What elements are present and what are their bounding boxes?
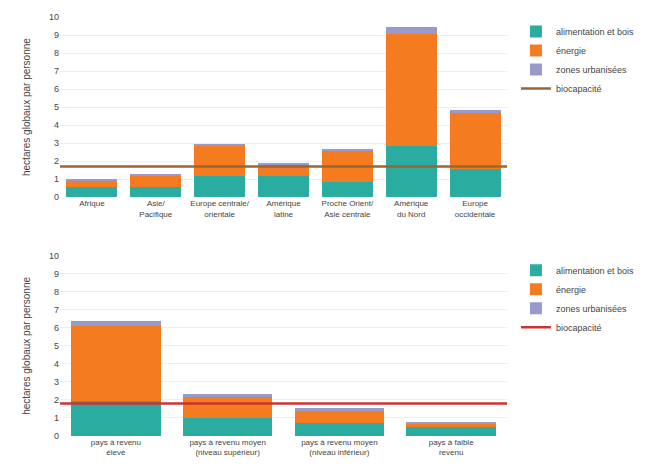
svg-text:zones urbanisées: zones urbanisées xyxy=(556,304,627,314)
svg-text:pays à revenuélevé: pays à revenuélevé xyxy=(91,438,141,457)
svg-text:10: 10 xyxy=(49,12,59,22)
svg-text:6: 6 xyxy=(54,84,59,94)
svg-text:Asie/Pacifique: Asie/Pacifique xyxy=(139,199,172,218)
svg-text:10: 10 xyxy=(49,251,59,261)
svg-text:5: 5 xyxy=(54,102,59,112)
svg-text:4: 4 xyxy=(54,120,59,130)
svg-text:7: 7 xyxy=(54,305,59,315)
svg-text:6: 6 xyxy=(54,323,59,333)
svg-text:3: 3 xyxy=(54,138,59,148)
svg-text:hectares globaux par personne: hectares globaux par personne xyxy=(21,38,32,176)
svg-text:9: 9 xyxy=(54,269,59,279)
svg-text:Proche Orient/Asie centrale: Proche Orient/Asie centrale xyxy=(322,199,374,218)
svg-text:0: 0 xyxy=(54,431,59,441)
svg-text:hectares globaux par personne: hectares globaux par personne xyxy=(21,277,32,415)
svg-text:0: 0 xyxy=(54,192,59,202)
svg-text:zones urbanisées: zones urbanisées xyxy=(556,65,627,75)
svg-text:pays à revenu moyen(niveau inf: pays à revenu moyen(niveau inférieur) xyxy=(301,438,378,457)
svg-text:3: 3 xyxy=(54,377,59,387)
svg-text:9: 9 xyxy=(54,30,59,40)
svg-text:énergie: énergie xyxy=(556,285,586,295)
svg-text:8: 8 xyxy=(54,287,59,297)
svg-text:4: 4 xyxy=(54,359,59,369)
svg-text:pays à faiblerevenu: pays à faiblerevenu xyxy=(429,438,474,457)
svg-text:Amériquelatine: Amériquelatine xyxy=(266,199,301,218)
svg-text:2: 2 xyxy=(54,395,59,405)
svg-text:1: 1 xyxy=(54,174,59,184)
svg-text:1: 1 xyxy=(54,413,59,423)
svg-text:alimentation et bois: alimentation et bois xyxy=(556,266,634,276)
svg-text:pays à revenu moyen(niveau sup: pays à revenu moyen(niveau supérieur) xyxy=(189,438,266,457)
svg-text:alimentation et bois: alimentation et bois xyxy=(556,27,634,37)
svg-text:7: 7 xyxy=(54,66,59,76)
svg-text:Amériquedu Nord: Amériquedu Nord xyxy=(394,199,429,218)
svg-text:2: 2 xyxy=(54,156,59,166)
svg-text:biocapacité: biocapacité xyxy=(556,323,602,333)
svg-text:biocapacité: biocapacité xyxy=(556,84,602,94)
svg-text:8: 8 xyxy=(54,48,59,58)
svg-text:5: 5 xyxy=(54,341,59,351)
svg-text:Afrique: Afrique xyxy=(79,199,105,208)
svg-text:Europe centrale/orientale: Europe centrale/orientale xyxy=(190,199,249,218)
svg-text:énergie: énergie xyxy=(556,46,586,56)
svg-text:Europeoccidentale: Europeoccidentale xyxy=(455,199,496,218)
